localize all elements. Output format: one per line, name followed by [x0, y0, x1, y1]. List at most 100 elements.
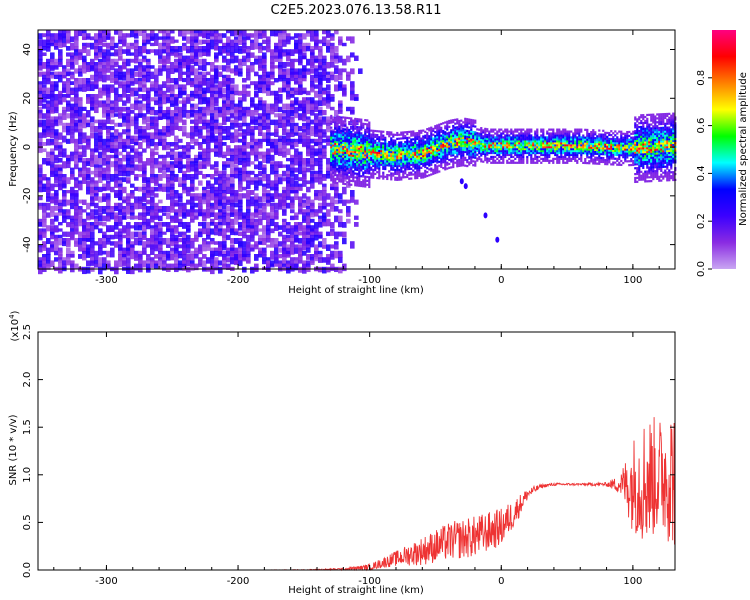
- heatmap-cell: [142, 42, 147, 47]
- heatmap-cell: [342, 161, 345, 164]
- heatmap-cell: [374, 172, 377, 176]
- heatmap-cell: [198, 78, 203, 84]
- heatmap-cell: [238, 241, 243, 247]
- heatmap-cell: [336, 127, 339, 130]
- heatmap-cell: [194, 138, 199, 144]
- heatmap-cell: [332, 146, 335, 149]
- heatmap-cell: [266, 132, 271, 136]
- heatmap-cell: [166, 228, 171, 233]
- heatmap-cell: [158, 30, 163, 34]
- heatmap-cell: [390, 148, 393, 152]
- heatmap-cell: [434, 140, 437, 143]
- heatmap-cell: [286, 158, 291, 162]
- heatmap-cell: [306, 71, 311, 75]
- heatmap-cell: [294, 126, 299, 133]
- heatmap-cell: [448, 133, 451, 136]
- heatmap-cell: [390, 166, 393, 169]
- heatmap-cell: [364, 163, 367, 167]
- heatmap-cell: [58, 151, 63, 158]
- heatmap-cell: [86, 42, 91, 48]
- heatmap-cell: [138, 30, 143, 37]
- heatmap-cell: [448, 158, 451, 162]
- heatmap-cell: [190, 260, 195, 266]
- heatmap-cell: [222, 209, 227, 215]
- heatmap-cell: [74, 154, 79, 160]
- heatmap-cell: [46, 36, 51, 43]
- heatmap-cell: [214, 126, 219, 131]
- heatmap-cell: [362, 171, 365, 174]
- heatmap-cell: [110, 110, 115, 114]
- heatmap-cell: [290, 241, 295, 248]
- heatmap-cell: [254, 116, 259, 122]
- heatmap-cell: [126, 129, 131, 136]
- heatmap-cell: [358, 171, 361, 174]
- heatmap-cell: [340, 118, 343, 121]
- heatmap-cell: [450, 119, 453, 122]
- heatmap-cell: [178, 58, 183, 66]
- heatmap-cell: [424, 140, 427, 143]
- heatmap-cell: [230, 68, 235, 74]
- heatmap-cell: [230, 250, 235, 257]
- heatmap-cell: [338, 231, 343, 237]
- heatmap-cell: [446, 144, 449, 147]
- heatmap-cell: [194, 36, 199, 43]
- heatmap-cell: [210, 126, 215, 132]
- heatmap-cell: [262, 132, 267, 137]
- heatmap-cell: [234, 209, 239, 213]
- heatmap-cell: [428, 160, 431, 163]
- heatmap-cell: [286, 49, 291, 55]
- heatmap-cell: [354, 121, 357, 124]
- heatmap-cell: [278, 52, 283, 58]
- heatmap-cell: [234, 30, 239, 36]
- heatmap-cell: [322, 206, 327, 210]
- heatmap-cell: [262, 225, 267, 232]
- heatmap-cell: [146, 199, 151, 205]
- heatmap-cell: [362, 175, 365, 178]
- heatmap-cell: [298, 49, 303, 56]
- heatmap-cell: [360, 140, 363, 143]
- heatmap-cell: [286, 36, 291, 42]
- heatmap-cell: [118, 209, 123, 216]
- heatmap-cell: [126, 113, 131, 120]
- heatmap-cell: [356, 184, 359, 187]
- heatmap-cell: [322, 257, 327, 263]
- heatmap-cell: [402, 131, 405, 134]
- heatmap-cell: [214, 202, 219, 210]
- heatmap-cell: [130, 209, 135, 214]
- heatmap-cell: [94, 180, 99, 184]
- heatmap-cell: [330, 149, 333, 153]
- heatmap-cell: [82, 84, 87, 88]
- heatmap-cell: [338, 87, 343, 91]
- heatmap-cell: [194, 196, 199, 201]
- heatmap-cell: [110, 62, 115, 68]
- heatmap-cell: [42, 74, 47, 80]
- heatmap-cell: [408, 160, 411, 163]
- heatmap-cell: [242, 158, 247, 163]
- heatmap-cell: [246, 84, 251, 89]
- heatmap-cell: [298, 126, 303, 132]
- heatmap-cell: [78, 199, 83, 204]
- heatmap-cell: [286, 62, 291, 67]
- heatmap-cell: [210, 39, 215, 47]
- heatmap-cell: [274, 170, 279, 177]
- heatmap-cell: [258, 87, 263, 94]
- heatmap-cell: [42, 87, 47, 92]
- heatmap-cell: [408, 163, 411, 167]
- heatmap-cell: [338, 166, 341, 169]
- heatmap-cell: [218, 122, 223, 129]
- heatmap-cell: [190, 71, 195, 76]
- heatmap-cell: [382, 177, 385, 180]
- heatmap-cell: [162, 222, 167, 227]
- heatmap-cell: [452, 154, 455, 157]
- heatmap-cell: [426, 157, 429, 160]
- heatmap-cell: [186, 132, 191, 139]
- heatmap-cell: [434, 127, 437, 130]
- heatmap-cell: [306, 58, 311, 66]
- heatmap-cell: [410, 152, 413, 155]
- heatmap-cell: [86, 180, 91, 188]
- heatmap-cell: [310, 212, 315, 218]
- heatmap-cell: [138, 257, 143, 264]
- heatmap-cell: [378, 173, 381, 176]
- heatmap-cell: [142, 228, 147, 233]
- heatmap-cell: [94, 215, 99, 222]
